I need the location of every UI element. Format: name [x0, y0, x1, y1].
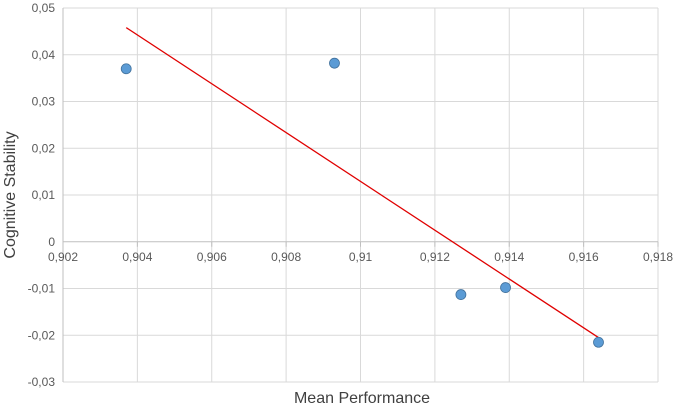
y-tick-label: 0,02 — [32, 141, 56, 155]
data-point — [120, 63, 132, 75]
data-point — [455, 289, 467, 300]
x-tick-label: 0,908 — [271, 250, 301, 264]
x-tick-label: 0,902 — [48, 250, 78, 264]
x-tick-label: 0,906 — [197, 250, 227, 264]
x-axis-title: Mean Performance — [294, 390, 430, 407]
y-tick-labels: 0,05 0,04 0,03 0,02 0,01 0 -0,01 -0,02 -0,03 — [28, 1, 56, 389]
y-tick-label: 0,04 — [32, 48, 56, 62]
x-tick-label: 0,91 — [349, 250, 373, 264]
y-tick-label: 0,03 — [32, 95, 56, 109]
y-tick-label: 0 — [48, 235, 55, 249]
x-tick-labels: 0,902 0,904 0,906 0,908 0,91 0,912 0,914 0,916 0… — [48, 250, 673, 264]
x-tick-label: 0,916 — [569, 250, 599, 264]
y-tick-label: 0,01 — [32, 188, 56, 202]
y-tick-label: -0,03 — [28, 375, 56, 389]
y-tick-label: 0,05 — [32, 1, 56, 15]
trendline — [125, 27, 599, 339]
data-point — [593, 336, 604, 348]
data-point — [329, 57, 340, 69]
x-tick-label: 0,904 — [122, 250, 152, 264]
data-points — [120, 57, 604, 348]
y-tick-label: -0,01 — [28, 282, 56, 296]
axes — [62, 8, 659, 382]
y-axis-title: Cognitive Stability — [2, 131, 19, 258]
x-tick-label: 0,918 — [643, 250, 673, 264]
x-tick-label: 0,912 — [420, 250, 450, 264]
data-point — [500, 282, 511, 293]
x-tick-label: 0,914 — [494, 250, 524, 264]
grid — [62, 7, 659, 383]
trendline-layer — [125, 27, 599, 339]
y-tick-label: -0,02 — [28, 328, 56, 342]
